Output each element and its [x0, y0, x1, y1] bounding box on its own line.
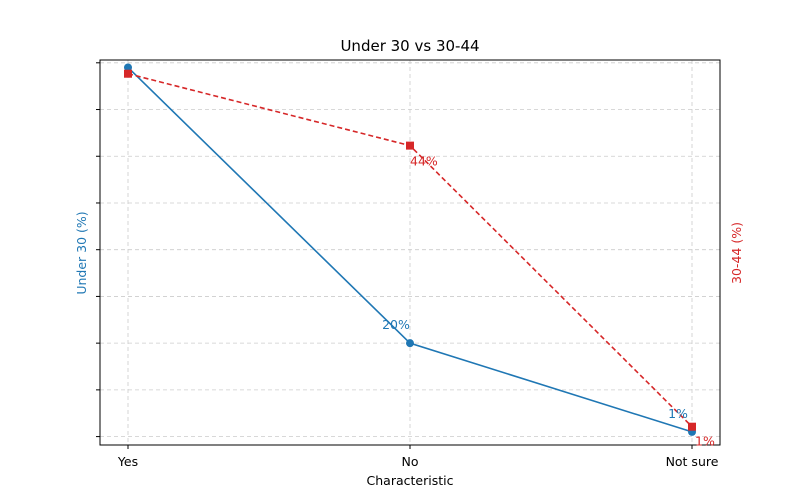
series-group — [124, 63, 696, 436]
data-label: 1% — [668, 406, 688, 421]
data-point-marker — [124, 69, 132, 78]
right-y-axis-label: 30-44 (%) — [729, 222, 744, 284]
data-labels: 20% 1% 44% 1% — [382, 154, 715, 449]
left-y-axis-label: Under 30 (%) — [74, 211, 89, 294]
x-tick-label: No — [402, 454, 419, 469]
x-tick-label: Yes — [117, 454, 138, 469]
chart-title: Under 30 vs 30-44 — [340, 37, 479, 55]
data-point-marker — [688, 422, 696, 431]
data-point-marker — [124, 63, 132, 72]
data-label: 1% — [695, 434, 715, 449]
x-tick-label: Not sure — [666, 454, 719, 469]
axis-ticks: Yes No Not sure — [96, 62, 719, 469]
data-point-marker — [406, 339, 414, 348]
data-point-marker — [406, 141, 414, 150]
data-label: 44% — [410, 154, 438, 169]
x-axis-label: Characteristic — [367, 473, 454, 488]
data-label: 20% — [382, 317, 410, 332]
grid — [100, 60, 720, 445]
